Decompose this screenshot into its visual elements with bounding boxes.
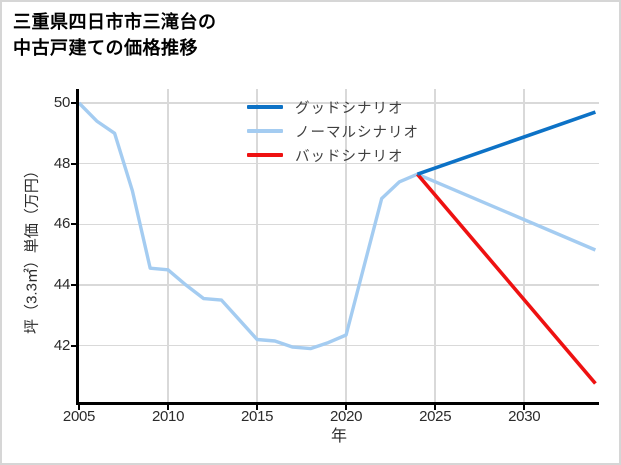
y-tick-mark	[71, 223, 76, 226]
plot-area	[77, 89, 599, 402]
legend-label-normal: ノーマルシナリオ	[295, 124, 419, 141]
series-line-グッドシナリオ	[416, 110, 596, 176]
x-tick-label: 2020	[330, 408, 363, 425]
y-axis-spine	[76, 89, 79, 405]
normal-scenario-line-swatch	[247, 129, 283, 133]
y-gridline	[79, 223, 599, 226]
y-tick-mark	[71, 101, 76, 104]
x-axis-spine	[76, 402, 599, 405]
chart-title: 三重県四日市市三滝台の 中古戸建ての価格推移	[13, 9, 217, 61]
legend: グッドシナリオ ノーマルシナリオ バッドシナリオ	[247, 95, 419, 167]
legend-item-bad: バッドシナリオ	[247, 143, 419, 167]
y-tick-label: 50	[53, 93, 70, 111]
good-scenario-line-swatch	[247, 105, 283, 109]
legend-item-normal: ノーマルシナリオ	[247, 119, 419, 143]
y-gridline	[79, 344, 599, 347]
y-tick-label: 44	[53, 275, 70, 293]
x-axis-label: 年	[330, 428, 347, 445]
y-gridline	[79, 284, 599, 286]
y-tick-mark	[71, 283, 76, 286]
x-gridline	[523, 89, 525, 402]
y-axis-label: 坪（3.3㎡）単価（万円）	[23, 163, 41, 334]
x-gridline	[345, 89, 347, 402]
x-tick-label: 2030	[508, 408, 541, 425]
x-tick-label: 2005	[62, 408, 96, 425]
legend-item-good: グッドシナリオ	[247, 95, 419, 119]
x-tick-mark	[256, 405, 259, 410]
series-line-バッドシナリオ	[416, 173, 597, 385]
x-tick-mark	[434, 405, 437, 410]
x-tick-label: 2010	[151, 408, 185, 425]
x-tick-mark	[78, 405, 80, 410]
legend-label-bad: バッドシナリオ	[295, 148, 404, 165]
x-tick-mark	[345, 405, 348, 410]
y-tick-label: 46	[53, 215, 70, 233]
x-tick-mark	[523, 405, 526, 410]
chart-title-line2: 中古戸建ての価格推移	[13, 38, 198, 58]
chart-title-line1: 三重県四日市市三滝台の	[13, 12, 217, 32]
series-line-ノーマルシナリオ	[77, 101, 597, 351]
x-gridline	[256, 89, 258, 402]
y-tick-label: 42	[53, 336, 70, 354]
y-tick-label: 48	[53, 154, 70, 172]
x-gridline	[167, 89, 169, 402]
chart-lines	[77, 101, 597, 385]
x-tick-mark	[167, 405, 170, 410]
y-gridline	[79, 102, 599, 104]
x-tick-label: 2025	[419, 408, 452, 425]
y-tick-mark	[71, 162, 76, 165]
x-tick-label: 2015	[240, 408, 274, 425]
x-gridline	[434, 89, 436, 402]
y-tick-mark	[71, 344, 76, 347]
bad-scenario-line-swatch	[247, 153, 283, 157]
y-gridline	[79, 162, 599, 165]
legend-label-good: グッドシナリオ	[295, 100, 404, 117]
